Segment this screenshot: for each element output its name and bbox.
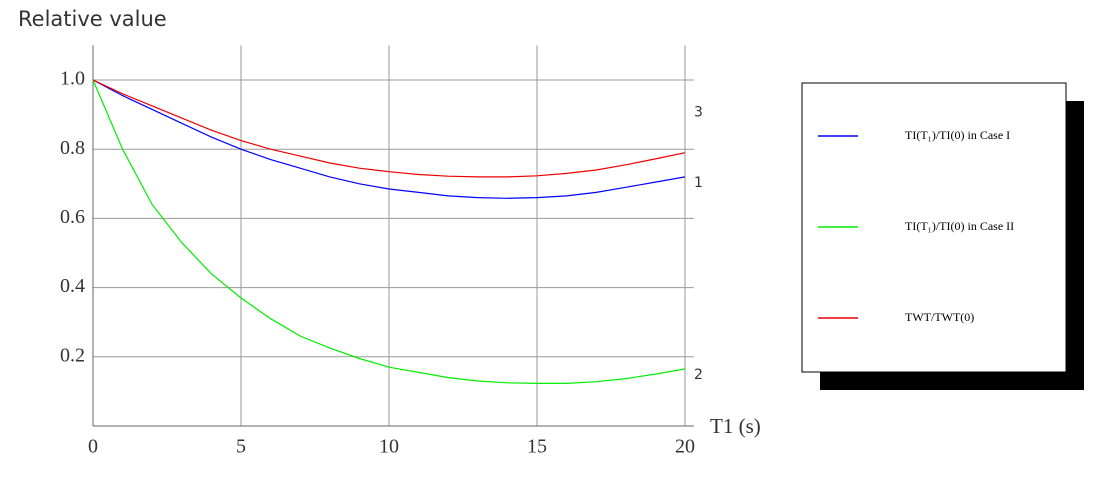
y-tick-label: 0.2 <box>60 344 85 366</box>
end-label: 3 <box>694 105 703 121</box>
legend-label: TI(T₁)/TI(0) in Case I <box>905 128 1010 142</box>
x-axis-label: T1 (s) <box>710 414 761 438</box>
y-tick-label: 0.4 <box>60 275 85 297</box>
end-label: 2 <box>694 367 703 383</box>
series-line <box>92 79 686 199</box>
legend-label: TI(T₁)/TI(0) in Case II <box>905 219 1014 233</box>
x-tick-label: 0 <box>88 436 98 458</box>
series-line <box>92 79 686 178</box>
x-tick-label: 10 <box>379 436 399 458</box>
series-line <box>92 79 686 384</box>
chart-title: Relative value <box>18 7 167 31</box>
legend-label: TWT/TWT(0) <box>905 310 974 324</box>
x-tick-label: 5 <box>236 436 246 458</box>
x-tick-label: 20 <box>675 436 695 458</box>
x-tick-label: 15 <box>527 436 547 458</box>
y-tick-label: 0.8 <box>60 137 85 159</box>
y-tick-label: 1.0 <box>60 68 85 90</box>
end-label: 1 <box>694 175 703 191</box>
y-tick-label: 0.6 <box>60 206 85 228</box>
